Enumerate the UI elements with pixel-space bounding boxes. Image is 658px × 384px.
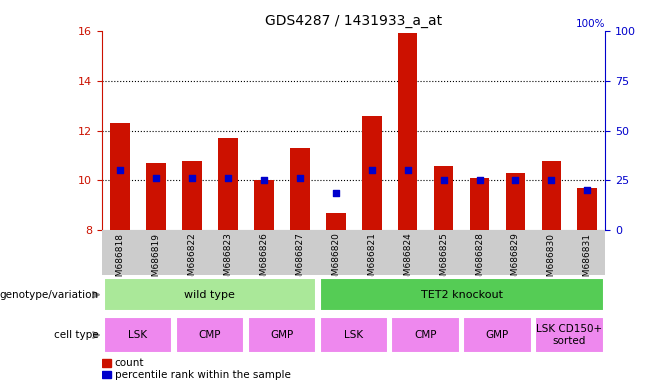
Bar xyxy=(254,180,274,230)
Text: GSM686830: GSM686830 xyxy=(547,233,556,288)
Bar xyxy=(320,278,603,311)
Bar xyxy=(102,371,111,378)
Bar xyxy=(470,178,490,230)
Bar xyxy=(247,317,316,353)
Bar xyxy=(392,317,460,353)
Point xyxy=(151,175,161,181)
Text: percentile rank within the sample: percentile rank within the sample xyxy=(114,370,290,380)
Text: LSK: LSK xyxy=(128,330,147,340)
Text: genotype/variation: genotype/variation xyxy=(0,290,99,300)
Point xyxy=(222,175,233,181)
Text: TET2 knockout: TET2 knockout xyxy=(420,290,503,300)
Text: GSM686825: GSM686825 xyxy=(439,233,448,288)
Text: GMP: GMP xyxy=(486,330,509,340)
Text: CMP: CMP xyxy=(199,330,221,340)
Point xyxy=(510,177,520,184)
Text: GSM686821: GSM686821 xyxy=(367,233,376,288)
Bar xyxy=(535,317,603,353)
Text: GSM686827: GSM686827 xyxy=(295,233,304,288)
Text: GSM686831: GSM686831 xyxy=(583,233,592,288)
Bar xyxy=(104,278,316,311)
Bar xyxy=(505,173,525,230)
Point xyxy=(546,177,557,184)
Bar xyxy=(578,188,597,230)
Text: cell type: cell type xyxy=(54,330,99,340)
Point xyxy=(259,177,269,184)
Text: LSK: LSK xyxy=(344,330,363,340)
Bar xyxy=(104,317,172,353)
Bar xyxy=(362,116,382,230)
Point xyxy=(367,167,377,174)
Text: 100%: 100% xyxy=(576,19,605,29)
Text: count: count xyxy=(114,358,144,368)
Bar xyxy=(326,213,345,230)
Point xyxy=(582,187,593,194)
Text: wild type: wild type xyxy=(184,290,236,300)
Text: GSM686828: GSM686828 xyxy=(475,233,484,288)
Text: GSM686818: GSM686818 xyxy=(115,233,124,288)
Point xyxy=(295,175,305,181)
Text: GSM686826: GSM686826 xyxy=(259,233,268,288)
Title: GDS4287 / 1431933_a_at: GDS4287 / 1431933_a_at xyxy=(265,14,442,28)
Bar xyxy=(397,33,417,230)
Point xyxy=(330,190,341,196)
Text: GSM686823: GSM686823 xyxy=(223,233,232,288)
Text: LSK CD150+
sorted: LSK CD150+ sorted xyxy=(536,324,603,346)
Point xyxy=(474,177,485,184)
Text: GSM686822: GSM686822 xyxy=(188,233,196,287)
Text: GSM686819: GSM686819 xyxy=(151,233,161,288)
Point xyxy=(114,167,125,174)
Text: GSM686829: GSM686829 xyxy=(511,233,520,288)
Bar xyxy=(182,161,202,230)
Bar xyxy=(146,163,166,230)
Text: GMP: GMP xyxy=(270,330,293,340)
Text: GSM686824: GSM686824 xyxy=(403,233,412,287)
Point xyxy=(187,175,197,181)
Point xyxy=(438,177,449,184)
Bar xyxy=(542,161,561,230)
Text: CMP: CMP xyxy=(415,330,437,340)
Bar xyxy=(176,317,244,353)
Text: GSM686820: GSM686820 xyxy=(331,233,340,288)
Bar xyxy=(218,138,238,230)
Bar xyxy=(463,317,532,353)
Bar xyxy=(434,166,453,230)
Bar xyxy=(290,148,310,230)
Bar xyxy=(110,123,130,230)
Bar xyxy=(320,317,388,353)
Point xyxy=(402,167,413,174)
Bar xyxy=(102,359,111,367)
